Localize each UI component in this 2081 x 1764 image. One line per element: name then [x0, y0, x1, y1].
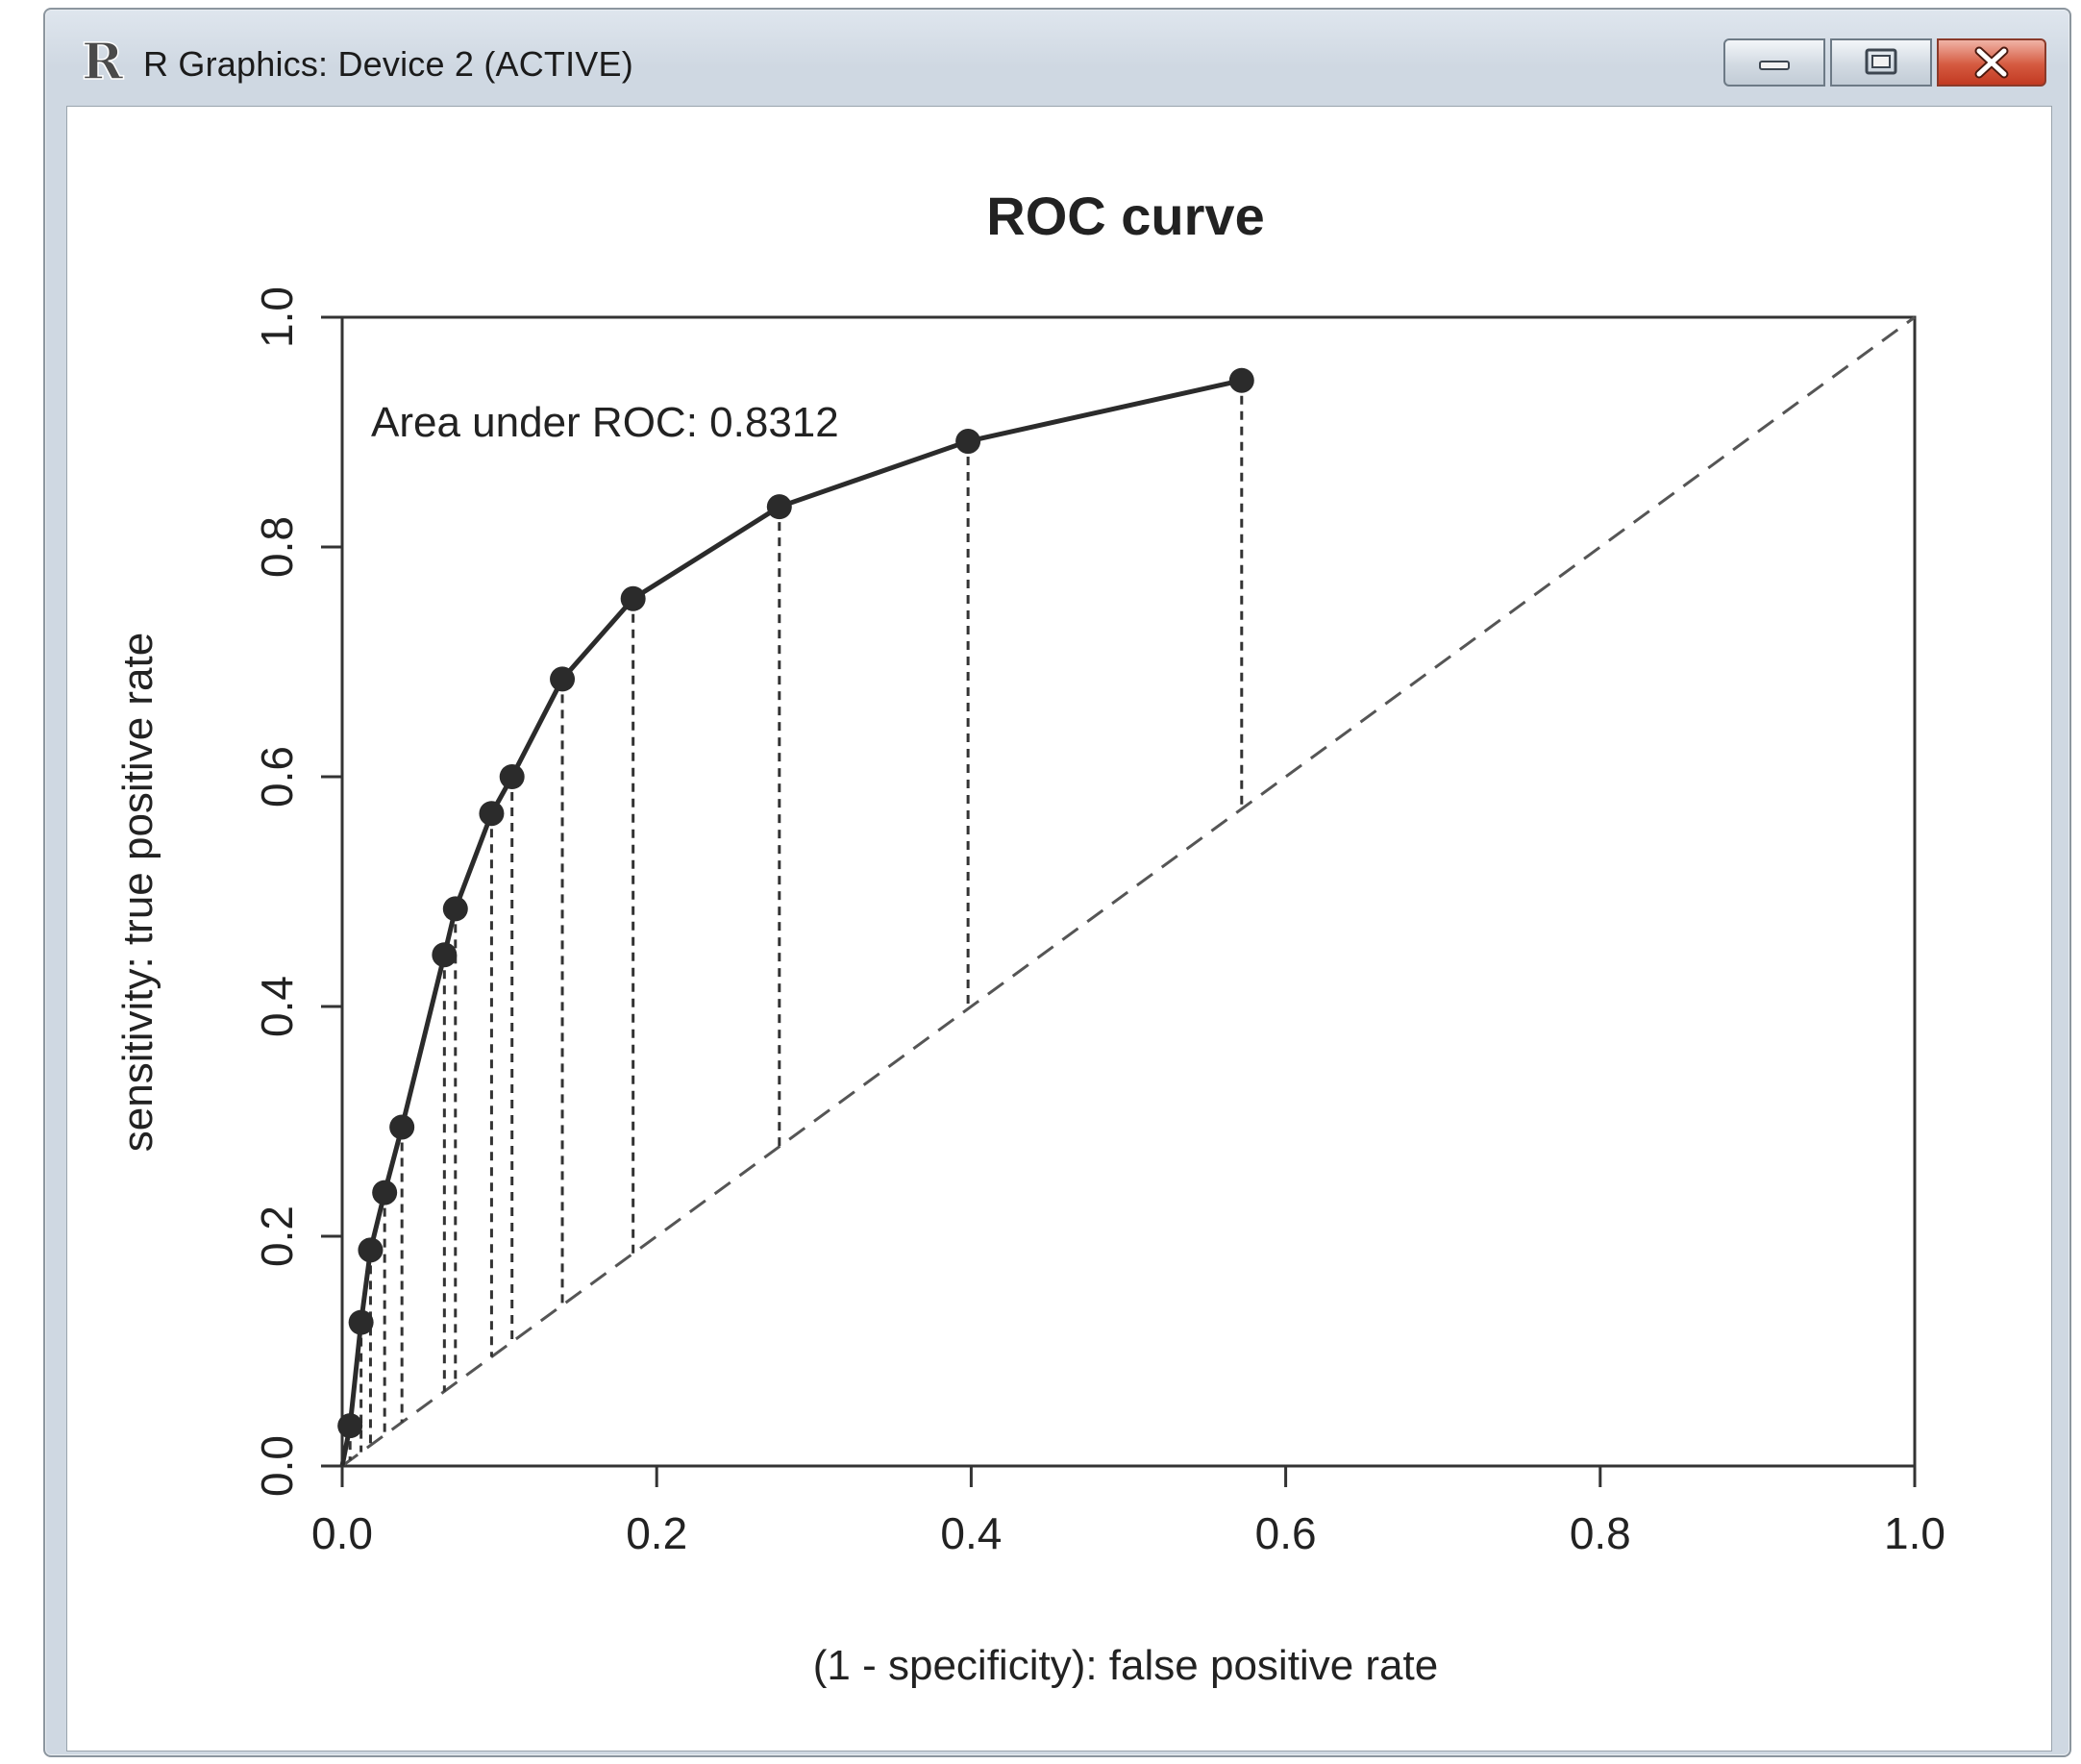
- y-axis: 0.0 0.2 0.4 0.6 0.8 1.0: [252, 286, 342, 1497]
- roc-point: [550, 666, 576, 692]
- window-title: R Graphics: Device 2 (ACTIVE): [143, 44, 633, 84]
- roc-point: [389, 1114, 415, 1140]
- x-tick-label: 0.4: [940, 1508, 1002, 1558]
- roc-point: [372, 1180, 398, 1205]
- roc-point: [1228, 367, 1254, 393]
- r-graphics-window: R R Graphics: Device 2 (ACTIVE) ROC curv…: [43, 8, 2071, 1757]
- x-tick-label: 0.8: [1570, 1508, 1631, 1558]
- roc-point: [499, 764, 525, 789]
- minimize-button[interactable]: [1723, 38, 1825, 87]
- y-tick-label: 0.2: [252, 1205, 302, 1267]
- x-axis-label: (1 - specificity): false positive rate: [813, 1642, 1438, 1689]
- close-button[interactable]: [1937, 38, 2046, 87]
- chart-title: ROC curve: [986, 186, 1264, 246]
- title-bar[interactable]: R R Graphics: Device 2 (ACTIVE): [45, 10, 2069, 106]
- x-axis: 0.0 0.2 0.4 0.6 0.8 1.0: [311, 1466, 1945, 1558]
- close-icon: [1974, 46, 2009, 79]
- x-tick-label: 0.6: [1255, 1508, 1317, 1558]
- roc-point: [955, 429, 981, 455]
- roc-point: [348, 1309, 374, 1335]
- roc-point: [432, 942, 458, 968]
- svg-text:R: R: [82, 33, 124, 85]
- roc-point: [766, 494, 792, 520]
- roc-point: [337, 1413, 363, 1439]
- restore-icon: [1865, 48, 1897, 75]
- plot-area: ROC curve 0.0 0.2 0.4 0.6 0.8 1.0 0.0 0.2 0.4 0.…: [66, 106, 2052, 1752]
- y-axis-label: sensitivity: true positive rate: [114, 633, 161, 1152]
- y-tick-label: 0.4: [252, 976, 302, 1037]
- x-tick-label: 0.0: [311, 1508, 373, 1558]
- roc-points: [337, 367, 1254, 1439]
- x-tick-label: 1.0: [1884, 1508, 1945, 1558]
- roc-point: [479, 801, 505, 827]
- roc-point: [620, 585, 646, 611]
- y-tick-label: 0.6: [252, 746, 302, 807]
- diagonal-reference-line: [341, 315, 1916, 1468]
- roc-point: [358, 1237, 384, 1263]
- auc-annotation: Area under ROC: 0.8312: [371, 399, 839, 446]
- vertical-drop-lines: [348, 380, 1244, 1461]
- plot-box: [340, 315, 1917, 1468]
- y-tick-label: 0.8: [252, 516, 302, 578]
- x-tick-label: 0.2: [626, 1508, 687, 1558]
- minimize-icon: [1759, 61, 1790, 70]
- y-tick-label: 1.0: [252, 286, 302, 348]
- roc-point: [442, 896, 468, 922]
- restore-button[interactable]: [1830, 38, 1932, 87]
- y-tick-label: 0.0: [252, 1435, 302, 1497]
- r-logo-icon: R: [81, 33, 125, 85]
- roc-chart: ROC curve 0.0 0.2 0.4 0.6 0.8 1.0 0.00.20.40.…: [114, 186, 1945, 1689]
- roc-curve-line: [339, 378, 1243, 1467]
